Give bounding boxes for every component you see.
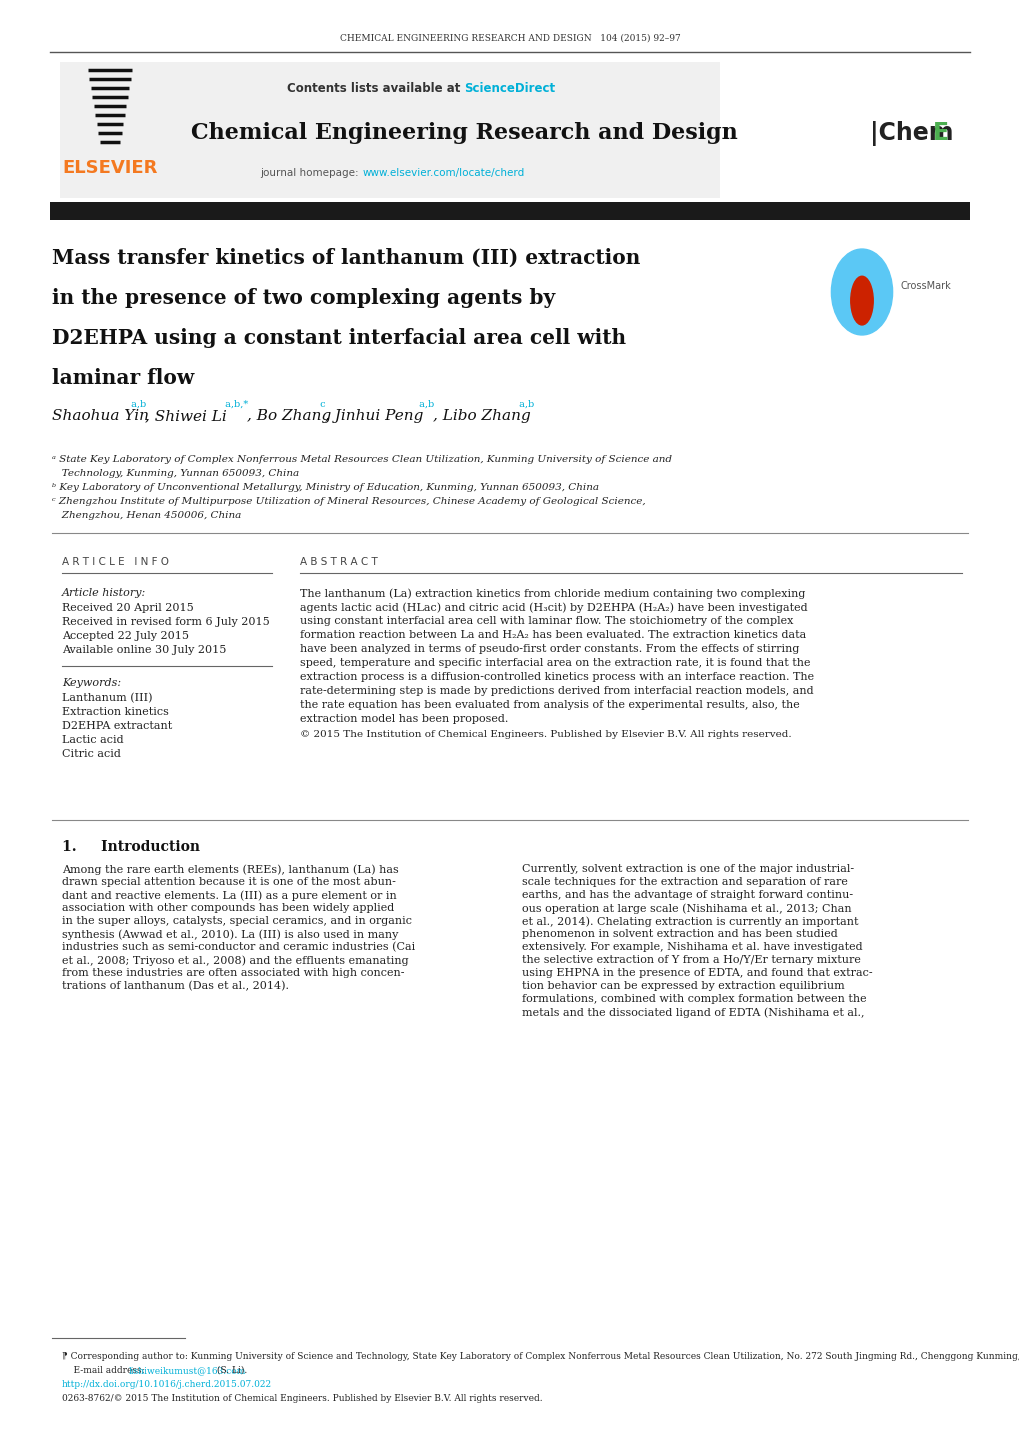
Text: ELSEVIER: ELSEVIER bbox=[62, 159, 158, 178]
Text: et al., 2008; Triyoso et al., 2008) and the effluents emanating: et al., 2008; Triyoso et al., 2008) and … bbox=[62, 955, 409, 965]
Text: Accepted 22 July 2015: Accepted 22 July 2015 bbox=[62, 632, 189, 642]
Text: (S. Li).: (S. Li). bbox=[213, 1366, 247, 1375]
Text: CHEMICAL ENGINEERING RESEARCH AND DESIGN   104 (2015) 92–97: CHEMICAL ENGINEERING RESEARCH AND DESIGN… bbox=[339, 33, 680, 43]
Text: , Jinhui Peng: , Jinhui Peng bbox=[325, 410, 423, 422]
Text: D2EHPA using a constant interfacial area cell with: D2EHPA using a constant interfacial area… bbox=[52, 328, 626, 348]
Text: extraction process is a diffusion-controlled kinetics process with an interface : extraction process is a diffusion-contro… bbox=[300, 672, 813, 682]
Bar bbox=[50, 202, 969, 221]
Text: formulations, combined with complex formation between the: formulations, combined with complex form… bbox=[522, 994, 866, 1004]
Text: 1.     Introduction: 1. Introduction bbox=[62, 841, 200, 853]
Text: Received in revised form 6 July 2015: Received in revised form 6 July 2015 bbox=[62, 617, 269, 627]
Text: Among the rare earth elements (REEs), lanthanum (La) has: Among the rare earth elements (REEs), la… bbox=[62, 863, 398, 875]
Text: Keywords:: Keywords: bbox=[62, 677, 121, 687]
Text: in the super alloys, catalysts, special ceramics, and in organic: in the super alloys, catalysts, special … bbox=[62, 916, 412, 927]
Text: ᵇ Key Laboratory of Unconventional Metallurgy, Ministry of Education, Kunming, Y: ᵇ Key Laboratory of Unconventional Metal… bbox=[52, 483, 598, 493]
Text: phenomenon in solvent extraction and has been studied: phenomenon in solvent extraction and has… bbox=[522, 929, 837, 939]
Text: formation reaction between La and H₂A₂ has been evaluated. The extraction kineti: formation reaction between La and H₂A₂ h… bbox=[300, 630, 805, 640]
Text: ScienceDirect: ScienceDirect bbox=[464, 82, 554, 95]
Text: the rate equation has been evaluated from analysis of the experimental results, : the rate equation has been evaluated fro… bbox=[300, 700, 799, 710]
Text: ᶜ Zhengzhou Institute of Multipurpose Utilization of Mineral Resources, Chinese : ᶜ Zhengzhou Institute of Multipurpose Ut… bbox=[52, 497, 645, 505]
Text: extraction model has been proposed.: extraction model has been proposed. bbox=[300, 715, 507, 725]
Text: Mass transfer kinetics of lanthanum (III) extraction: Mass transfer kinetics of lanthanum (III… bbox=[52, 248, 640, 268]
Text: Chemical Engineering Research and Design: Chemical Engineering Research and Design bbox=[191, 122, 737, 145]
Text: laminar flow: laminar flow bbox=[52, 368, 194, 388]
Text: Lanthanum (III): Lanthanum (III) bbox=[62, 693, 153, 703]
Text: a,b: a,b bbox=[415, 400, 433, 410]
Text: industries such as semi-conductor and ceramic industries (Cai: industries such as semi-conductor and ce… bbox=[62, 942, 415, 952]
Text: , Libo Zhang: , Libo Zhang bbox=[432, 410, 530, 422]
Text: trations of lanthanum (Das et al., 2014).: trations of lanthanum (Das et al., 2014)… bbox=[62, 981, 288, 991]
Text: speed, temperature and specific interfacial area on the extraction rate, it is f: speed, temperature and specific interfac… bbox=[300, 657, 810, 667]
Text: dant and reactive elements. La (III) as a pure element or in: dant and reactive elements. La (III) as … bbox=[62, 891, 396, 901]
Text: association with other compounds has been widely applied: association with other compounds has bee… bbox=[62, 904, 394, 914]
Text: a,b: a,b bbox=[128, 400, 147, 410]
Text: D2EHPA extractant: D2EHPA extractant bbox=[62, 720, 172, 730]
Text: Extraction kinetics: Extraction kinetics bbox=[62, 707, 169, 717]
Text: rate-determining step is made by predictions derived from interfacial reaction m: rate-determining step is made by predict… bbox=[300, 686, 813, 696]
Text: |Chem: |Chem bbox=[869, 120, 953, 146]
Text: A R T I C L E   I N F O: A R T I C L E I N F O bbox=[62, 557, 169, 567]
Text: Lactic acid: Lactic acid bbox=[62, 735, 123, 745]
Text: Contents lists available at: Contents lists available at bbox=[286, 82, 464, 95]
Text: Article history:: Article history: bbox=[62, 589, 146, 599]
Text: metals and the dissociated ligand of EDTA (Nishihama et al.,: metals and the dissociated ligand of EDT… bbox=[522, 1007, 864, 1018]
Text: drawn special attention because it is one of the most abun-: drawn special attention because it is on… bbox=[62, 876, 395, 886]
Text: synthesis (Awwad et al., 2010). La (III) is also used in many: synthesis (Awwad et al., 2010). La (III)… bbox=[62, 929, 398, 939]
Text: Technology, Kunming, Yunnan 650093, China: Technology, Kunming, Yunnan 650093, Chin… bbox=[52, 470, 299, 478]
Text: extensively. For example, Nishihama et al. have investigated: extensively. For example, Nishihama et a… bbox=[522, 942, 862, 952]
Text: a,b: a,b bbox=[516, 400, 534, 410]
Text: agents lactic acid (HLac) and citric acid (H₃cit) by D2EHPA (H₂A₂) have been inv: agents lactic acid (HLac) and citric aci… bbox=[300, 601, 807, 613]
Text: lishiweikumust@163.com: lishiweikumust@163.com bbox=[128, 1366, 246, 1375]
Bar bbox=[60, 62, 719, 198]
Text: ᵃ State Key Laboratory of Complex Nonferrous Metal Resources Clean Utilization, : ᵃ State Key Laboratory of Complex Nonfer… bbox=[52, 455, 672, 464]
Text: A B S T R A C T: A B S T R A C T bbox=[300, 557, 377, 567]
Text: in the presence of two complexing agents by: in the presence of two complexing agents… bbox=[52, 288, 554, 308]
Text: Zhengzhou, Henan 450006, China: Zhengzhou, Henan 450006, China bbox=[52, 511, 242, 520]
Text: the selective extraction of Y from a Ho/Y/Er ternary mixture: the selective extraction of Y from a Ho/… bbox=[522, 955, 860, 965]
Text: E-mail address:: E-mail address: bbox=[62, 1366, 148, 1375]
Text: from these industries are often associated with high concen-: from these industries are often associat… bbox=[62, 968, 405, 978]
Text: ous operation at large scale (Nishihama et al., 2013; Chan: ous operation at large scale (Nishihama … bbox=[522, 904, 851, 914]
Text: http://dx.doi.org/10.1016/j.cherd.2015.07.022: http://dx.doi.org/10.1016/j.cherd.2015.0… bbox=[62, 1380, 272, 1389]
Text: c: c bbox=[317, 400, 325, 410]
Text: CrossMark: CrossMark bbox=[900, 281, 951, 291]
Text: tion behavior can be expressed by extraction equilibrium: tion behavior can be expressed by extrac… bbox=[522, 981, 844, 991]
Text: journal homepage:: journal homepage: bbox=[260, 168, 362, 178]
Text: Currently, solvent extraction is one of the major industrial-: Currently, solvent extraction is one of … bbox=[522, 863, 853, 874]
Text: Shaohua Yin: Shaohua Yin bbox=[52, 410, 149, 422]
Text: E: E bbox=[932, 120, 949, 145]
Text: ⁋ Corresponding author to: Kunming University of Science and Technology, State K: ⁋ Corresponding author to: Kunming Unive… bbox=[62, 1352, 1019, 1360]
Text: Received 20 April 2015: Received 20 April 2015 bbox=[62, 603, 194, 613]
Text: scale techniques for the extraction and separation of rare: scale techniques for the extraction and … bbox=[522, 876, 847, 886]
Text: , Bo Zhang: , Bo Zhang bbox=[248, 410, 331, 422]
Text: using EHPNA in the presence of EDTA, and found that extrac-: using EHPNA in the presence of EDTA, and… bbox=[522, 968, 872, 978]
Ellipse shape bbox=[850, 276, 872, 325]
Text: a,b,*: a,b,* bbox=[221, 400, 248, 410]
Text: et al., 2014). Chelating extraction is currently an important: et al., 2014). Chelating extraction is c… bbox=[522, 916, 858, 927]
Text: Available online 30 July 2015: Available online 30 July 2015 bbox=[62, 644, 226, 654]
Text: © 2015 The Institution of Chemical Engineers. Published by Elsevier B.V. All rig: © 2015 The Institution of Chemical Engin… bbox=[300, 730, 791, 739]
Text: using constant interfacial area cell with laminar flow. The stoichiometry of the: using constant interfacial area cell wit… bbox=[300, 616, 793, 626]
Text: Citric acid: Citric acid bbox=[62, 749, 121, 759]
Text: , Shiwei Li: , Shiwei Li bbox=[146, 410, 227, 422]
Text: 0263-8762/© 2015 The Institution of Chemical Engineers. Published by Elsevier B.: 0263-8762/© 2015 The Institution of Chem… bbox=[62, 1393, 542, 1403]
Circle shape bbox=[830, 249, 892, 335]
Text: www.elsevier.com/locate/cherd: www.elsevier.com/locate/cherd bbox=[362, 168, 524, 178]
Text: have been analyzed in terms of pseudo-first order constants. From the effects of: have been analyzed in terms of pseudo-fi… bbox=[300, 644, 799, 654]
Text: earths, and has the advantage of straight forward continu-: earths, and has the advantage of straigh… bbox=[522, 891, 852, 899]
Text: The lanthanum (La) extraction kinetics from chloride medium containing two compl: The lanthanum (La) extraction kinetics f… bbox=[300, 589, 805, 599]
